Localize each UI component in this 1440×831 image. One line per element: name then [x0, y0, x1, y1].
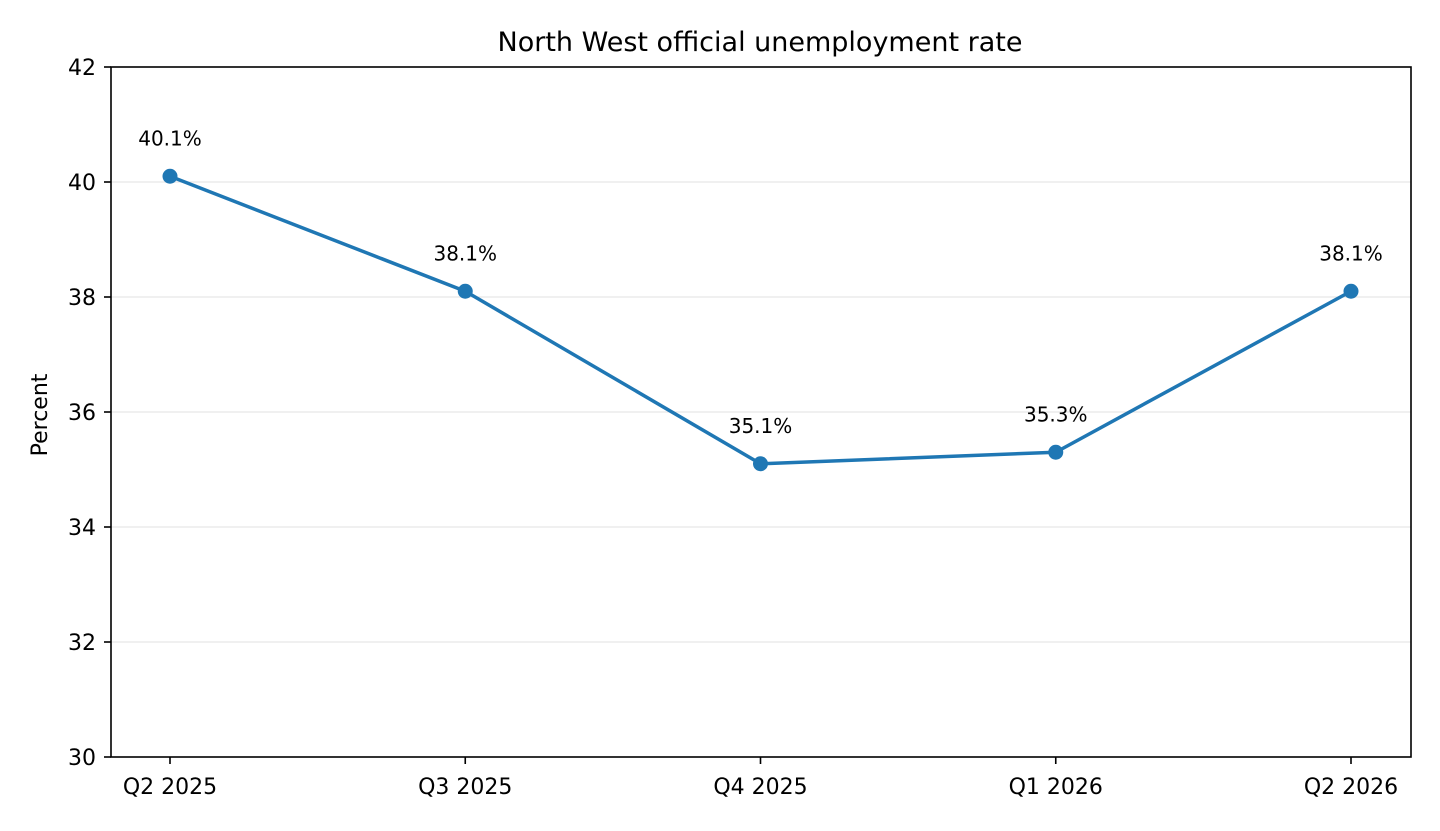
x-tick-label-4: Q2 2026	[1304, 775, 1398, 800]
data-point-0	[162, 168, 178, 184]
x-tick-label-1: Q3 2025	[418, 775, 512, 800]
data-label-1: 38.1%	[433, 241, 497, 265]
y-tick-label-30: 30	[68, 746, 96, 771]
x-tick-label-2: Q4 2025	[713, 775, 807, 800]
data-label-3: 35.3%	[1024, 402, 1088, 426]
y-tick-label-42: 42	[68, 56, 96, 81]
data-point-4	[1343, 283, 1359, 299]
y-tick-label-38: 38	[68, 286, 96, 311]
x-tick-label-3: Q1 2026	[1009, 775, 1103, 800]
data-point-3	[1048, 444, 1064, 460]
data-label-4: 38.1%	[1319, 241, 1383, 265]
y-axis-label: Percent	[28, 373, 53, 456]
data-point-2	[753, 456, 768, 472]
series-unemployment-rate: 40.1% 38.1% 35.1% 35.3% 38.1%	[138, 126, 1383, 472]
grid-lines	[111, 181, 1411, 643]
data-label-2: 35.1%	[729, 414, 793, 438]
data-point-1	[457, 283, 473, 299]
y-tick-label-32: 32	[68, 631, 96, 656]
chart-title: North West official unemployment rate	[498, 27, 1023, 58]
y-tick-label-40: 40	[68, 171, 96, 196]
axes: 30 32 34 36 38 40 42 Q2 2025 Q3 2025 Q4 2025 Q1 20…	[68, 56, 1412, 800]
data-label-0: 40.1%	[138, 126, 202, 150]
y-tick-label-34: 34	[68, 516, 96, 541]
y-tick-label-36: 36	[68, 401, 96, 426]
x-tick-label-0: Q2 2025	[123, 775, 217, 800]
